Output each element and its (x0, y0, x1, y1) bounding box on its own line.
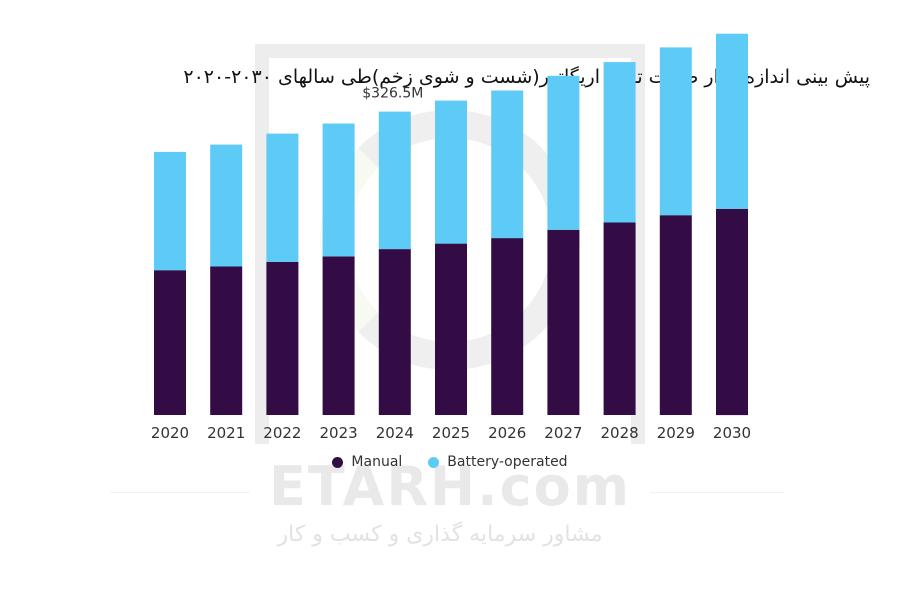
legend: Manual Battery-operated (0, 454, 900, 470)
bar-manual-2025 (435, 243, 467, 415)
legend-label-battery-operated: Battery-operated (447, 454, 568, 470)
bar-battery-operated-2021 (210, 144, 243, 267)
x-tick-2029: 2029 (657, 424, 695, 442)
x-tick-2028: 2028 (601, 424, 639, 442)
x-tick-2030: 2030 (713, 424, 751, 442)
x-tick-2024: 2024 (376, 424, 414, 442)
bar-battery-operated-2022 (266, 133, 299, 262)
x-tick-2027: 2027 (544, 424, 582, 442)
bar-manual-2030 (716, 208, 748, 416)
legend-item-manual: Manual (332, 454, 402, 470)
bar-battery-operated-2025 (435, 100, 467, 244)
bar-manual-2028 (603, 222, 636, 415)
bar-battery-operated-2026 (491, 90, 524, 239)
watermark-tagline: مشاور سرمایه گذاری و کسب و کار (277, 522, 603, 547)
bar-battery-operated-2030 (716, 33, 748, 209)
bar-manual-2029 (659, 215, 692, 415)
x-tick-2020: 2020 (151, 424, 189, 442)
annotations-group: $326.5M (362, 86, 423, 102)
watermark-divider-right (650, 492, 785, 493)
bar-battery-operated-2029 (659, 47, 692, 216)
bar-manual-2024 (378, 249, 411, 415)
bar-manual-2023 (322, 256, 355, 415)
watermark-brand: ETARH.com (269, 455, 631, 518)
bar-battery-operated-2020 (154, 151, 186, 271)
watermark-divider-left (110, 492, 250, 493)
bar-battery-operated-2024 (378, 111, 411, 250)
legend-item-battery-operated: Battery-operated (428, 454, 568, 470)
bar-battery-operated-2023 (322, 123, 355, 257)
bar-manual-2020 (154, 270, 186, 415)
legend-label-manual: Manual (351, 454, 403, 470)
bar-manual-2026 (491, 238, 524, 415)
bar-manual-2027 (547, 229, 580, 415)
bars-group (154, 33, 748, 416)
x-axis-tick-labels: 2020 2021 2022 2023 2024 2025 2026 2027 2028 2029… (151, 424, 751, 442)
x-tick-2022: 2022 (263, 424, 301, 442)
legend-swatch-manual (332, 456, 344, 468)
bar-battery-operated-2028 (603, 62, 636, 223)
annotation-2024: $326.5M (362, 86, 423, 102)
x-tick-2023: 2023 (320, 424, 358, 442)
x-tick-2025: 2025 (432, 424, 470, 442)
x-tick-2021: 2021 (207, 424, 245, 442)
bar-battery-operated-2027 (547, 75, 580, 230)
x-tick-2026: 2026 (488, 424, 526, 442)
bar-manual-2021 (210, 266, 243, 415)
legend-swatch-battery-operated (428, 456, 440, 468)
bar-manual-2022 (266, 261, 299, 415)
